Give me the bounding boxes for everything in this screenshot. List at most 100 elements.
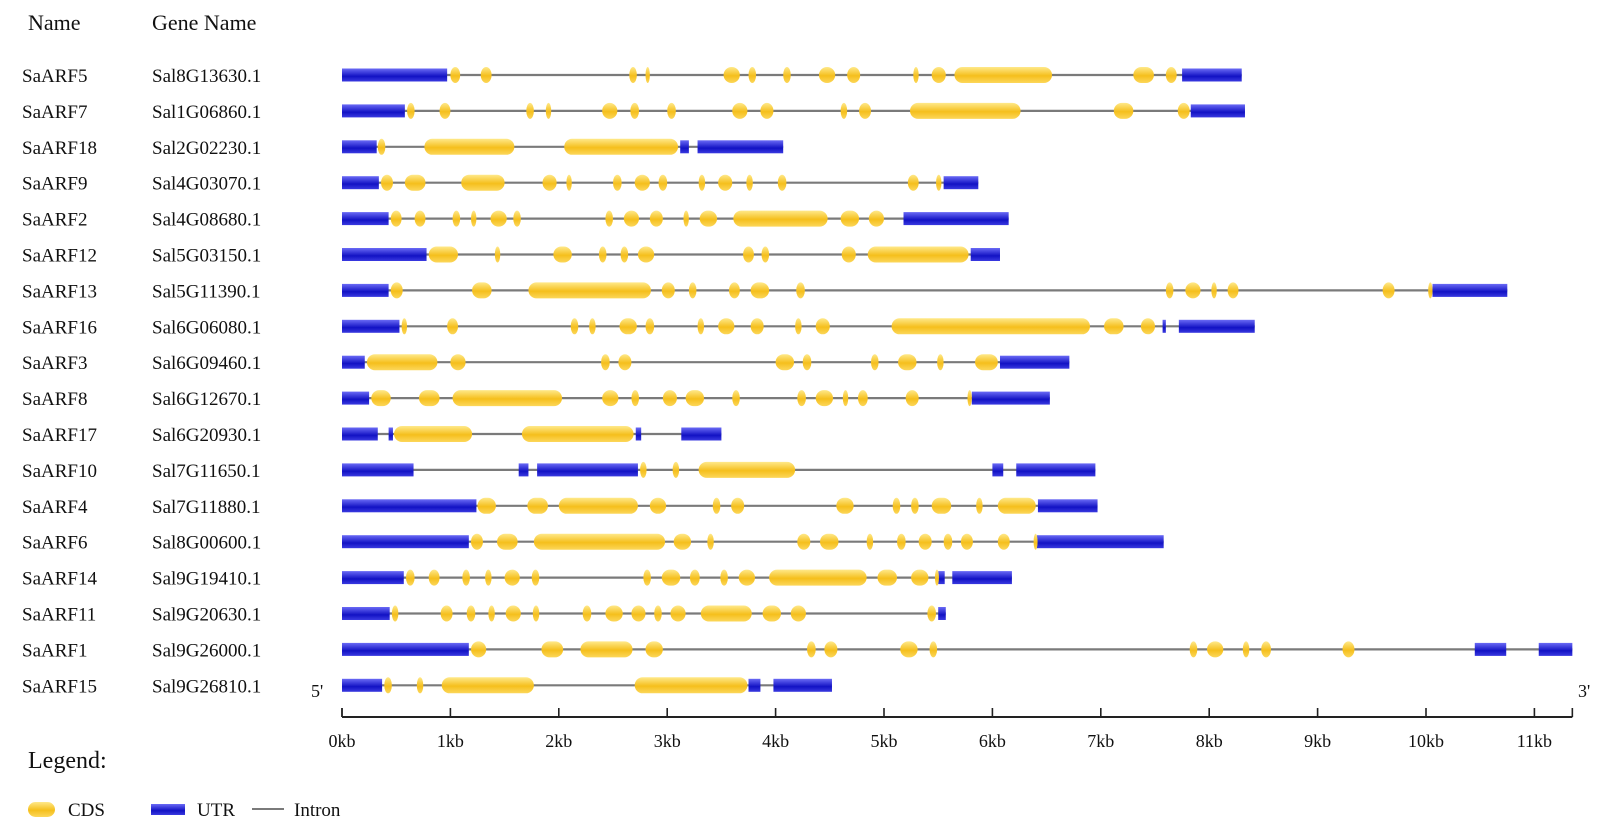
cds-segment bbox=[907, 174, 919, 191]
cds-segment bbox=[488, 605, 495, 622]
cds-segment bbox=[513, 210, 521, 227]
utr-segment bbox=[635, 427, 642, 441]
cds-segment bbox=[859, 102, 871, 119]
utr-segment bbox=[342, 642, 469, 656]
cds-segment bbox=[450, 67, 461, 83]
cds-segment bbox=[570, 318, 579, 335]
gene-name-label: SaARF14 bbox=[22, 569, 97, 590]
cds-segment bbox=[602, 390, 619, 407]
gene-row-saarf2: SaARF2 Sal4G08680.1 bbox=[22, 210, 1009, 231]
cds-segment bbox=[497, 533, 518, 550]
utr-segment bbox=[999, 355, 1070, 369]
cds-segment bbox=[797, 390, 806, 407]
cds-segment bbox=[931, 497, 952, 514]
cds-segment bbox=[371, 390, 391, 407]
cds-segment bbox=[416, 677, 424, 694]
gene-name-label: SaARF5 bbox=[22, 66, 87, 87]
cds-segment bbox=[954, 67, 1053, 83]
cds-segment bbox=[857, 390, 868, 407]
cds-segment bbox=[975, 354, 998, 371]
axis-ticks: 0kb 1kb 2kb 3kb 4kb 5kb 6kb 7kb 8kb 9kb 10kb 11kb bbox=[329, 708, 1574, 751]
cds-segment bbox=[477, 497, 496, 514]
legend-utr-label: UTR bbox=[197, 800, 235, 821]
cds-segment bbox=[840, 210, 860, 227]
cds-segment bbox=[1382, 282, 1395, 299]
axis-tick-label: 1kb bbox=[437, 731, 464, 751]
cds-segment bbox=[649, 497, 667, 514]
gene-row-saarf17: SaARF17 Sal6G20930.1 bbox=[22, 425, 722, 446]
cds-segment bbox=[733, 210, 828, 227]
cds-segment bbox=[580, 641, 633, 658]
cds-segment bbox=[541, 641, 564, 658]
cds-segment bbox=[414, 210, 426, 227]
cds-segment bbox=[877, 569, 898, 586]
cds-segment bbox=[1189, 641, 1198, 658]
cds-segment bbox=[470, 533, 483, 550]
cds-segment bbox=[1104, 318, 1124, 335]
cds-segment bbox=[623, 210, 640, 227]
cds-segment bbox=[698, 174, 706, 191]
cds-segment bbox=[620, 246, 629, 263]
axis-tick-label: 3kb bbox=[654, 731, 681, 751]
gene-id-label: Sal2G02230.1 bbox=[152, 138, 261, 159]
gene-name-label: SaARF10 bbox=[22, 461, 97, 482]
kb-axis: 0kb 1kb 2kb 3kb 4kb 5kb 6kb 7kb 8kb 9kb 10kb 11kb 5… bbox=[311, 681, 1590, 751]
cds-segment bbox=[750, 282, 770, 299]
cds-segment bbox=[390, 210, 402, 227]
cds-segment bbox=[797, 533, 811, 550]
utr-segment bbox=[1538, 642, 1573, 656]
utr-segment bbox=[342, 212, 389, 226]
gene-name-label: SaARF7 bbox=[22, 102, 87, 123]
gene-name-label: SaARF15 bbox=[22, 676, 97, 697]
cds-segment bbox=[631, 390, 640, 407]
cds-segment bbox=[748, 67, 757, 83]
gene-name-label: SaARF18 bbox=[22, 138, 97, 159]
utr-segment bbox=[970, 248, 1000, 261]
gene-row-saarf11: SaARF11 Sal9G20630.1 bbox=[22, 605, 946, 626]
cds-segment bbox=[743, 246, 754, 263]
cds-segment bbox=[533, 533, 666, 550]
utr-segment bbox=[903, 212, 1009, 226]
gene-name-label: SaARF2 bbox=[22, 210, 87, 231]
cds-segment bbox=[470, 210, 477, 227]
cds-segment bbox=[1185, 282, 1201, 299]
utr-segment bbox=[748, 678, 761, 692]
axis-tick-label: 9kb bbox=[1304, 731, 1331, 751]
cds-segment bbox=[1133, 67, 1154, 83]
cds-segment bbox=[840, 102, 848, 119]
cds-segment bbox=[1261, 641, 1271, 658]
gene-id-label: Sal9G26000.1 bbox=[152, 640, 261, 661]
cds-segment bbox=[720, 569, 728, 586]
cds-segment bbox=[542, 174, 557, 191]
cds-segment bbox=[461, 174, 505, 191]
cds-segment bbox=[997, 497, 1036, 514]
gene-id-label: Sal4G08680.1 bbox=[152, 210, 261, 231]
gene-id-label: Sal8G13630.1 bbox=[152, 66, 261, 87]
cds-segment bbox=[723, 67, 740, 83]
cds-segment bbox=[649, 210, 663, 227]
utr-segment bbox=[342, 391, 370, 405]
gene-row-saarf1: SaARF1 Sal9G26000.1 bbox=[22, 640, 1573, 661]
cds-segment bbox=[661, 282, 675, 299]
cds-segment bbox=[428, 569, 440, 586]
cds-segment bbox=[931, 67, 946, 83]
cds-segment bbox=[929, 641, 938, 658]
axis-tick-label: 8kb bbox=[1196, 731, 1223, 751]
cds-segment bbox=[521, 426, 634, 442]
axis-tick-label: 10kb bbox=[1408, 731, 1444, 751]
cds-segment bbox=[783, 67, 791, 83]
cds-segment bbox=[545, 102, 552, 119]
cds-segment bbox=[842, 390, 849, 407]
gene-name-label: SaARF6 bbox=[22, 533, 87, 554]
utr-segment bbox=[342, 283, 389, 297]
cds-segment bbox=[645, 67, 650, 83]
utr-segment bbox=[938, 571, 945, 585]
cds-segment bbox=[699, 210, 718, 227]
cds-segment bbox=[602, 102, 618, 119]
cds-segment bbox=[1140, 318, 1155, 335]
cds-segment bbox=[634, 174, 650, 191]
gene-id-label: Sal6G20930.1 bbox=[152, 425, 261, 446]
cds-segment bbox=[712, 497, 721, 514]
five-prime-label: 5' bbox=[311, 681, 323, 701]
utr-segment bbox=[1162, 319, 1166, 333]
